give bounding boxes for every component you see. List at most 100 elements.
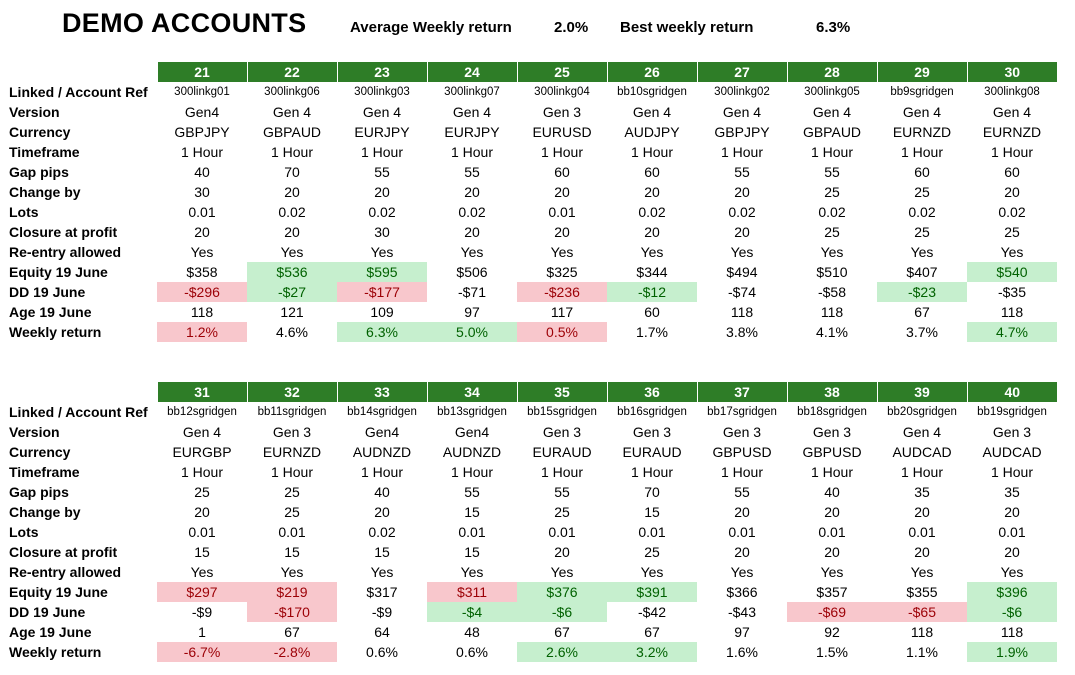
best-weekly-return-label: Best weekly return: [620, 19, 754, 36]
table-cell: bb12sgridgen: [167, 406, 237, 418]
table-cell: bb9sgridgen: [890, 86, 954, 98]
table-cell: 55: [734, 164, 750, 180]
table-cell: Yes: [820, 564, 844, 580]
table-cell: Gen 4: [812, 104, 852, 120]
table-cell: 60: [644, 164, 660, 180]
table-row: Lots 0.01 0.02 0.02 0.02 0.01 0.02 0.02 0.02 0.02…: [7, 202, 1057, 222]
table-cell: -$9: [191, 604, 213, 620]
table-cell: 4.1%: [816, 324, 848, 340]
avg-weekly-return-label: Average Weekly return: [350, 19, 512, 36]
table-cell: 1 Hour: [630, 144, 674, 160]
table-cell: 1 Hour: [900, 464, 944, 480]
table-cell: 118: [1000, 304, 1024, 320]
table-cell: Yes: [910, 564, 934, 580]
account-number-row: 21 22 23 24 25 26 27 28 29 30: [7, 62, 1057, 82]
table-cell: 118: [190, 304, 214, 320]
table-cell: 15: [464, 504, 480, 520]
table-cell: 3.7%: [906, 324, 938, 340]
account-number-cell: 25: [516, 62, 607, 82]
table-cell: 64: [374, 624, 390, 640]
table-cell: 20: [554, 224, 570, 240]
table-cell: 20: [1004, 504, 1020, 520]
table-cell: 121: [280, 304, 304, 320]
table-cell: 1 Hour: [360, 144, 404, 160]
account-number-cell: 31: [156, 382, 247, 402]
account-number-cell: 32: [246, 382, 337, 402]
table-cell: 60: [1004, 164, 1020, 180]
account-number-cell: 37: [696, 382, 787, 402]
table-row: Linked / Account Ref bb12sgridgen bb11sgri…: [7, 402, 1057, 422]
table-cell: Yes: [910, 244, 934, 260]
table-row: Equity 19 June $358 $536 $595 $506 $325 $344 $4…: [7, 262, 1057, 282]
table-cell: 40: [374, 484, 390, 500]
table-cell: 0.6%: [456, 644, 488, 660]
table-cell: 117: [550, 304, 574, 320]
table-cell: 15: [374, 544, 390, 560]
table-cell: $494: [726, 264, 758, 280]
table-cell: bb17sgridgen: [707, 406, 777, 418]
table-cell: Yes: [280, 564, 304, 580]
account-number-cell: 22: [246, 62, 337, 82]
page-title: DEMO ACCOUNTS: [62, 8, 307, 38]
row-label: DD 19 June: [9, 604, 86, 620]
table-cell: 67: [914, 304, 930, 320]
table-cell: 20: [284, 224, 300, 240]
table-cell: 20: [824, 544, 840, 560]
table-cell: EURUSD: [532, 124, 592, 140]
table-cell: 55: [374, 164, 390, 180]
table-cell: 1 Hour: [720, 144, 764, 160]
table-cell: bb10sgridgen: [617, 86, 687, 98]
account-number-cell: 26: [606, 62, 697, 82]
table-row: Closure at profit 15 15 15 15 20 25 20 20 20 20: [7, 542, 1057, 562]
table-row: Age 19 June 1 67 64 48 67 67 97 92 118 118: [7, 622, 1057, 642]
table-row: Timeframe 1 Hour 1 Hour 1 Hour 1 Hour 1 Hour 1…: [7, 142, 1057, 162]
table-cell: GBPUSD: [712, 444, 772, 460]
table-cell: bb14sgridgen: [347, 406, 417, 418]
table-cell: Yes: [550, 564, 574, 580]
account-number-cell: 21: [156, 62, 247, 82]
table-cell: -$170: [247, 602, 337, 622]
row-label: Gap pips: [9, 164, 69, 180]
table-cell: $540: [967, 262, 1057, 282]
table-row: Version Gen 4 Gen 3 Gen4 Gen4 Gen 3 Gen 3 Gen 3…: [7, 422, 1057, 442]
table-cell: -$35: [997, 284, 1027, 300]
table-cell: 0.01: [638, 524, 666, 540]
table-cell: Gen 4: [902, 104, 942, 120]
table-cell: 20: [734, 504, 750, 520]
row-label: Re-entry allowed: [9, 564, 122, 580]
table-cell: -$43: [727, 604, 757, 620]
table-cell: 0.02: [368, 204, 396, 220]
table-cell: 20: [734, 544, 750, 560]
table-cell: -$9: [371, 604, 393, 620]
table-cell: 97: [734, 624, 750, 640]
table-cell: 25: [914, 224, 930, 240]
table-cell: 1 Hour: [990, 144, 1034, 160]
row-label: Closure at profit: [9, 224, 118, 240]
table-cell: Gen 3: [272, 424, 312, 440]
row-label: Timeframe: [9, 144, 80, 160]
table-cell: -$177: [337, 282, 427, 302]
table-cell: 0.01: [548, 524, 576, 540]
table-cell: 1 Hour: [720, 464, 764, 480]
table-cell: 300linkg02: [714, 86, 770, 98]
row-label: Version: [9, 104, 60, 120]
table-cell: 40: [824, 484, 840, 500]
table-cell: AUDJPY: [624, 124, 680, 140]
table-row: Gap pips 40 70 55 55 60 60 55 55 60 60: [7, 162, 1057, 182]
header-blank-cell: [7, 62, 157, 82]
table-cell: Gen 4: [992, 104, 1032, 120]
table-row: Currency GBPJPY GBPAUD EURJPY EURJPY EURUSD AU…: [7, 122, 1057, 142]
table-cell: Gen4: [184, 104, 220, 120]
row-label: Version: [9, 424, 60, 440]
table-cell: 25: [194, 484, 210, 500]
table-cell: 70: [644, 484, 660, 500]
table-cell: 300linkg03: [354, 86, 410, 98]
table-cell: 25: [644, 544, 660, 560]
table-cell: 2.6%: [517, 642, 607, 662]
table-cell: 300linkg06: [264, 86, 320, 98]
table-cell: 1 Hour: [810, 144, 854, 160]
table-cell: 97: [464, 304, 480, 320]
table-cell: 1 Hour: [270, 144, 314, 160]
table-cell: 55: [824, 164, 840, 180]
table-cell: 20: [374, 504, 390, 520]
